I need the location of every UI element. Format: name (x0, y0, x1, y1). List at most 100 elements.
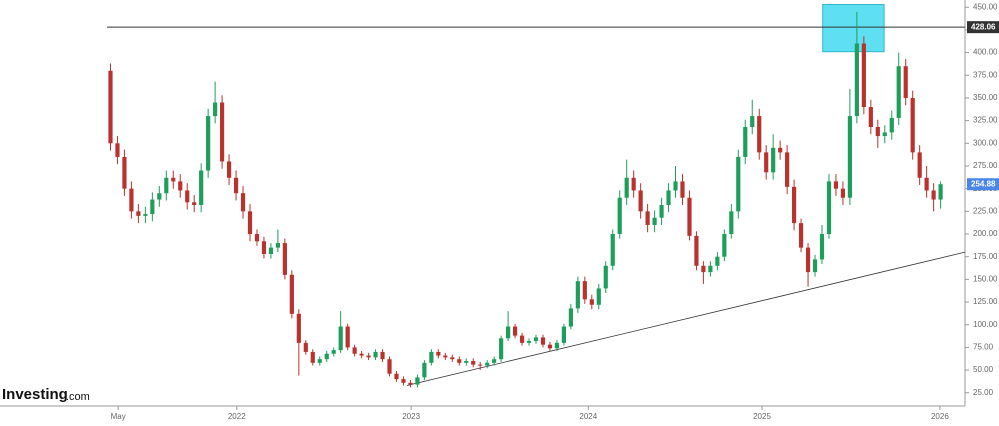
candle-body (631, 177, 636, 191)
candle-body (268, 247, 274, 254)
candle-body (324, 353, 329, 360)
candle-body (171, 177, 176, 182)
candle-body (715, 256, 720, 266)
candle-body (331, 350, 336, 354)
candle-body (464, 360, 469, 363)
candle-body (568, 308, 573, 327)
candle-body (422, 362, 427, 378)
candle-body (394, 373, 399, 380)
trendline (406, 251, 966, 386)
candle-body (561, 326, 566, 343)
candle-body (206, 116, 211, 171)
candle-body (812, 259, 818, 273)
y-tick-label: 325.00 (973, 116, 998, 125)
candle-body (575, 281, 580, 309)
candle-body (778, 147, 783, 153)
candle-body (603, 265, 608, 289)
candle-body (617, 197, 622, 235)
y-tick-label: 175.00 (973, 252, 998, 261)
candle-body (143, 214, 148, 216)
candle-body (847, 116, 852, 198)
candle-body (596, 288, 601, 305)
level-label-box (967, 21, 999, 34)
x-tick-label: 2024 (579, 412, 597, 421)
candle-body (889, 117, 894, 133)
candle-body (261, 241, 267, 254)
candle-body (282, 243, 287, 275)
candle-body (638, 190, 643, 212)
candle-body (924, 177, 929, 191)
last-price-label-box (967, 178, 999, 191)
candle-body (401, 379, 406, 383)
candle-body (338, 326, 343, 351)
candle-body (178, 181, 183, 191)
candle-body (764, 152, 769, 173)
x-tick-label: 2025 (753, 412, 771, 421)
y-tick-label: 225.00 (973, 206, 998, 215)
candle-body (750, 116, 755, 127)
candle-body (903, 66, 908, 98)
candle-body (220, 102, 225, 162)
candle-body (122, 156, 127, 189)
candle-body (254, 234, 260, 242)
candle-body (840, 188, 846, 198)
candle-body (882, 132, 887, 137)
candle-body (429, 351, 434, 363)
candle-body (415, 377, 420, 385)
y-tick-label: 400.00 (973, 48, 998, 57)
candle-body (233, 177, 239, 194)
candle-body (366, 355, 371, 358)
candle-body (589, 299, 594, 305)
candle-body (136, 211, 141, 216)
candle-body (115, 143, 120, 157)
candle-body (785, 152, 790, 187)
candle-body (150, 199, 155, 215)
candle-body (708, 265, 713, 273)
candle-body (519, 335, 525, 343)
logo-brand: Investing (2, 386, 68, 403)
candle-body (345, 326, 350, 348)
candle-body (192, 202, 197, 205)
candle-body (673, 181, 678, 191)
candle-body (247, 211, 253, 235)
y-tick-label: 375.00 (973, 70, 998, 79)
candle-body (310, 351, 315, 363)
candle-body (157, 193, 162, 200)
candle-body (910, 97, 915, 153)
candle-body (240, 193, 246, 212)
candle-body (506, 326, 511, 339)
candle-body (303, 342, 308, 352)
candle-body (387, 359, 392, 374)
candle-body (757, 116, 762, 153)
candle-body (359, 353, 364, 356)
candle-body (443, 355, 448, 358)
level-label: 428.06 (971, 22, 996, 31)
candle-body (624, 177, 629, 198)
candle-body (213, 102, 218, 117)
candle-body (833, 181, 839, 189)
candle-body (108, 70, 113, 144)
candle-body (373, 351, 378, 358)
candle-body (540, 337, 546, 345)
candle-body (478, 364, 483, 366)
last-price-label: 254.88 (971, 179, 996, 188)
candle-body (380, 351, 385, 360)
x-tick-label: May (111, 412, 126, 421)
candle-body (129, 188, 134, 212)
candle-body (694, 235, 699, 266)
y-tick-label: 275.00 (973, 161, 998, 170)
candle-body (736, 156, 741, 212)
candle-body (296, 313, 301, 343)
candle-body (492, 359, 497, 363)
candle-body (917, 152, 922, 178)
candle-body (771, 147, 776, 173)
candle-body (547, 344, 553, 349)
candle-body (868, 107, 873, 127)
candle-body (666, 190, 671, 205)
candle-body (485, 362, 490, 366)
candle-body (554, 342, 560, 349)
candle-body (533, 337, 539, 342)
candle-body (436, 351, 441, 356)
candle-body (659, 204, 664, 218)
